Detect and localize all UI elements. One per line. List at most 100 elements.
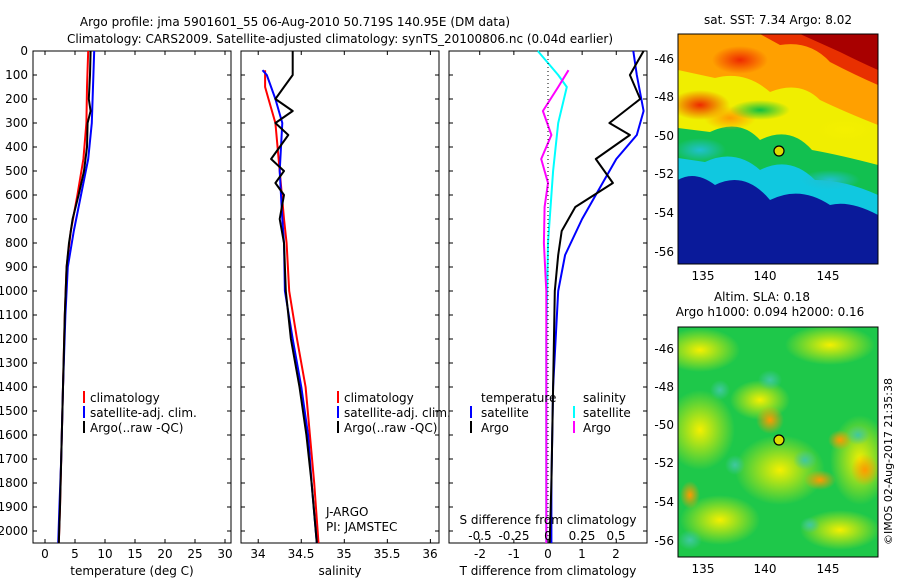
legend-label-argo: Argo(..raw -QC) <box>90 421 183 435</box>
depth-tick-1400: 1400 <box>0 380 28 394</box>
depth-tick-1100: 1100 <box>0 308 28 322</box>
header-line1: Argo profile: jma 5901601_55 06-Aug-2010… <box>80 15 510 29</box>
difference-x-tick-labels: -2 -1 0 1 2 -0.5 -0.25 0 0.25 0.5 <box>468 529 625 561</box>
sst-y-tick-46: -46 <box>654 52 674 66</box>
profile-lines <box>57 50 645 544</box>
temp-x-tick-15: 15 <box>127 547 142 561</box>
sal-x-tick-35: 35 <box>336 547 351 561</box>
sst-y-tick-48: -48 <box>654 90 674 104</box>
depth-tick-500: 500 <box>5 164 28 178</box>
sla-y-tick-52: -52 <box>654 456 674 470</box>
salinity-x-label: salinity <box>318 564 361 578</box>
legend-title-temperature: temperature <box>481 391 556 405</box>
depth-tick-400: 400 <box>5 140 28 154</box>
depth-tick-1200: 1200 <box>0 332 28 346</box>
series-line-climatology <box>57 50 90 544</box>
depth-tick-1700: 1700 <box>0 452 28 466</box>
depth-tick-200: 200 <box>5 92 28 106</box>
sst-y-tick-56: -56 <box>654 245 674 259</box>
sla-x-tick-135: 135 <box>692 562 715 576</box>
legend-label-climatology: climatology <box>344 391 414 405</box>
depth-tick-300: 300 <box>5 116 28 130</box>
header-line2: Climatology: CARS2009. Satellite-adjuste… <box>67 32 613 46</box>
depth-tick-900: 900 <box>5 260 28 274</box>
temp-x-tick-10: 10 <box>97 547 112 561</box>
series-line-temperature-satellite <box>550 50 645 543</box>
sla-y-tick-56: -56 <box>654 534 674 548</box>
sla-y-tick-46: -46 <box>654 342 674 356</box>
sdiff-x-tick-0-5: 0.5 <box>606 529 625 543</box>
sla-map-image <box>678 327 878 557</box>
legend-title-salinity: salinity <box>583 391 626 405</box>
series-line-salinity-argo <box>540 69 570 543</box>
legend-label-satellite: satellite-adj. clim. <box>344 406 451 420</box>
series-line-satellite-adj-clim <box>57 50 96 544</box>
temp-x-tick-20: 20 <box>157 547 172 561</box>
sal-x-tick-34-5: 34.5 <box>288 547 315 561</box>
argo-position-marker <box>773 434 785 446</box>
series-line-argo-raw-qc <box>57 50 92 544</box>
depth-tick-600: 600 <box>5 188 28 202</box>
salinity-x-tick-labels: 34 34.5 35 35.5 36 <box>250 547 437 561</box>
temp-x-tick-30: 30 <box>217 547 232 561</box>
pi-label: PI: JAMSTEC <box>326 520 397 534</box>
temp-x-tick-25: 25 <box>187 547 202 561</box>
depth-tick-2000: 2000 <box>0 524 28 538</box>
depth-tick-1000: 1000 <box>0 284 28 298</box>
legend-label-t-satellite: satellite <box>481 406 529 420</box>
depth-tick-800: 800 <box>5 236 28 250</box>
sla-map-title: Altim. SLA: 0.18 <box>714 290 810 304</box>
temperature-x-label: temperature (deg C) <box>70 564 193 578</box>
sst-map-xtick-labels: 135 140 145 <box>692 269 840 283</box>
sst-x-tick-145: 145 <box>817 269 840 283</box>
sla-x-tick-140: 140 <box>754 562 777 576</box>
t-difference-label: T difference from climatology <box>459 564 637 578</box>
sst-map-ytick-labels: -46 -48 -50 -52 -54 -56 <box>654 52 674 259</box>
tdiff-x-tick-0: 0 <box>544 547 552 561</box>
series-line-argo-raw-qc <box>270 51 318 544</box>
sla-map-subtitle: Argo h1000: 0.094 h2000: 0.16 <box>676 305 865 319</box>
sal-x-tick-34: 34 <box>250 547 265 561</box>
tick-marks <box>33 50 647 543</box>
sdiff-x-tick-0-25: 0.25 <box>569 529 596 543</box>
depth-tick-1600: 1600 <box>0 428 28 442</box>
tdiff-x-tick-m2: -2 <box>474 547 486 561</box>
depth-tick-1500: 1500 <box>0 404 28 418</box>
tdiff-x-tick-1: 1 <box>578 547 586 561</box>
difference-legend: temperature satellite Argo salinity sate… <box>470 391 631 435</box>
depth-tick-0: 0 <box>20 44 28 58</box>
legend-label-climatology: climatology <box>90 391 160 405</box>
salinity-panel <box>240 50 440 544</box>
depth-tick-1300: 1300 <box>0 356 28 370</box>
sla-map-xtick-labels: 135 140 145 <box>692 562 840 576</box>
sst-map-title: sat. SST: 7.34 Argo: 8.02 <box>704 13 852 27</box>
tdiff-x-tick-2: 2 <box>612 547 620 561</box>
sla-y-tick-50: -50 <box>654 418 674 432</box>
sst-y-tick-50: -50 <box>654 129 674 143</box>
sst-y-tick-54: -54 <box>654 206 674 220</box>
legend-label-argo: Argo(..raw -QC) <box>344 421 437 435</box>
sst-x-tick-140: 140 <box>754 269 777 283</box>
temp-x-tick-5: 5 <box>71 547 79 561</box>
sst-map-frame <box>677 33 879 265</box>
legend-label-satellite: satellite-adj. clim. <box>90 406 197 420</box>
sla-x-tick-145: 145 <box>817 562 840 576</box>
depth-tick-100: 100 <box>5 68 28 82</box>
tdiff-x-tick-m1: -1 <box>508 547 520 561</box>
depth-tick-700: 700 <box>5 212 28 226</box>
sst-map-image <box>678 34 878 264</box>
legend-label-s-argo: Argo <box>583 421 611 435</box>
sla-map-ytick-labels: -46 -48 -50 -52 -54 -56 <box>654 342 674 548</box>
sst-x-tick-135: 135 <box>692 269 715 283</box>
sdiff-x-tick-m0-25: -0.25 <box>498 529 529 543</box>
sla-y-tick-54: -54 <box>654 495 674 509</box>
series-line-climatology <box>264 70 320 544</box>
sdiff-x-tick-m0-5: -0.5 <box>468 529 491 543</box>
sst-y-tick-52: -52 <box>654 167 674 181</box>
salinity-legend: climatology satellite-adj. clim. Argo(..… <box>337 391 451 435</box>
depth-tick-labels: 0 100 200 300 400 500 600 700 800 900 10… <box>0 44 28 538</box>
sal-x-tick-36: 36 <box>422 547 437 561</box>
sal-x-tick-35-5: 35.5 <box>374 547 401 561</box>
series-line-satellite-adj-clim <box>261 69 318 544</box>
